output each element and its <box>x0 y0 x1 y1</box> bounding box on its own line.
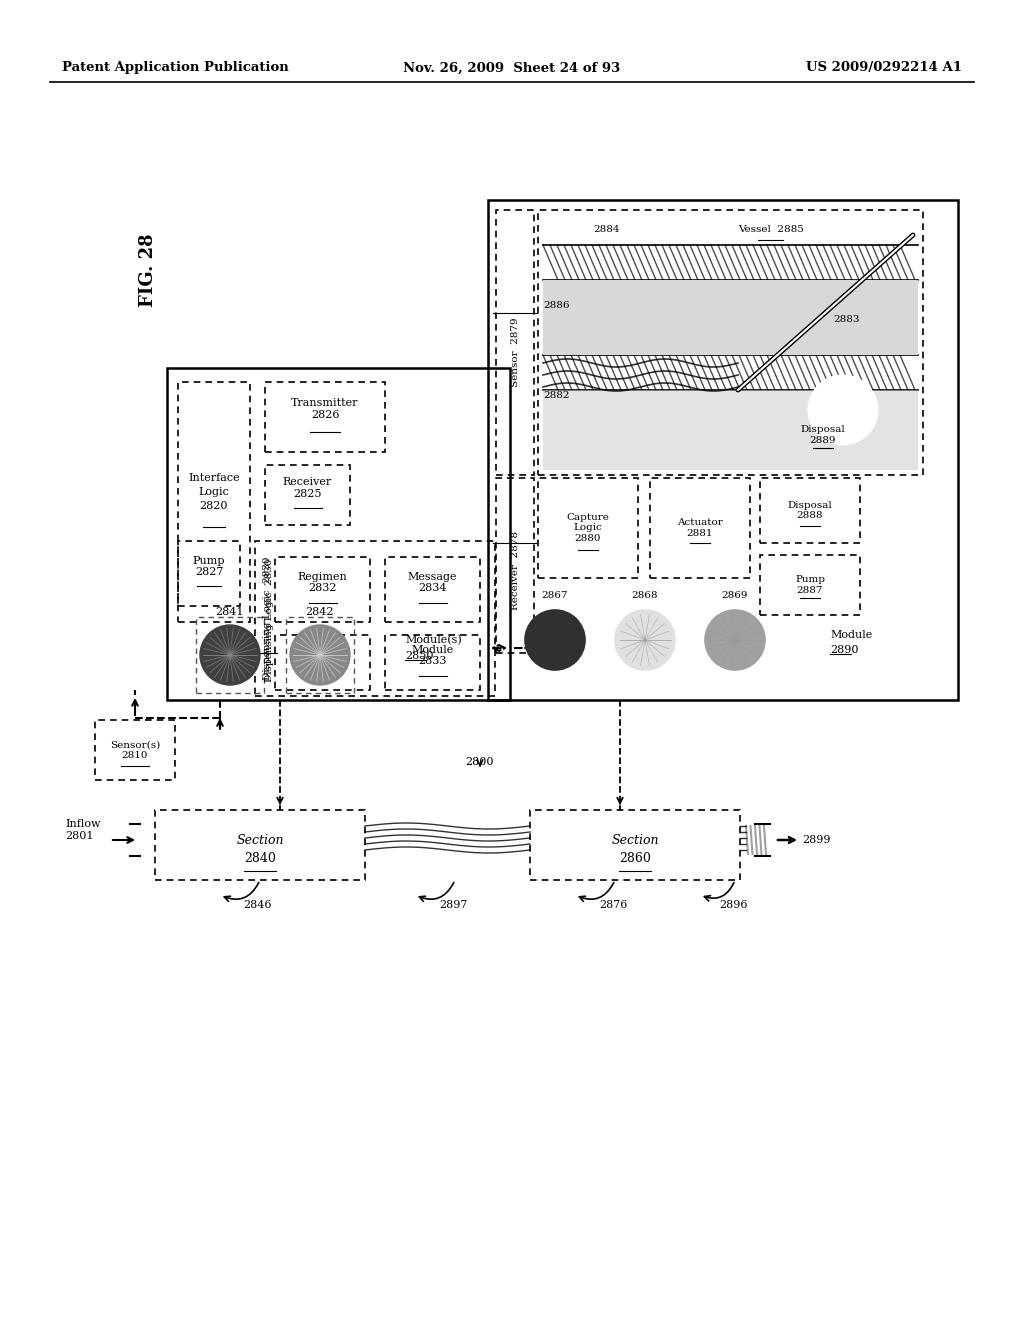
Text: 2869: 2869 <box>722 591 749 601</box>
Text: 2842: 2842 <box>306 607 334 616</box>
Text: Nov. 26, 2009  Sheet 24 of 93: Nov. 26, 2009 Sheet 24 of 93 <box>403 62 621 74</box>
Bar <box>178 381 250 622</box>
Bar <box>178 541 240 606</box>
Bar <box>496 478 534 653</box>
Text: Disposal
2888: Disposal 2888 <box>787 500 833 520</box>
Bar <box>155 810 365 880</box>
Text: Vessel  2885: Vessel 2885 <box>738 224 804 234</box>
Text: 2850: 2850 <box>406 651 433 661</box>
Text: Receiver
2825: Receiver 2825 <box>283 478 332 499</box>
Bar <box>385 635 480 690</box>
Text: Module: Module <box>830 630 872 640</box>
Bar <box>538 478 638 578</box>
Bar <box>538 210 923 475</box>
Text: Message
2834: Message 2834 <box>408 572 458 593</box>
Text: Pump
2827: Pump 2827 <box>193 556 225 577</box>
Bar <box>265 465 350 525</box>
Text: 2876: 2876 <box>599 900 627 909</box>
Circle shape <box>808 375 878 445</box>
Text: 2868: 2868 <box>632 591 658 601</box>
Bar <box>760 478 860 543</box>
Text: FIG. 28: FIG. 28 <box>139 234 157 306</box>
Bar <box>488 201 958 700</box>
Text: Transmitter
2826: Transmitter 2826 <box>291 399 358 420</box>
Text: US 2009/0292214 A1: US 2009/0292214 A1 <box>806 62 962 74</box>
Text: Dispensing Logic  2830: Dispensing Logic 2830 <box>262 557 271 680</box>
Text: 2896: 2896 <box>719 900 748 909</box>
Circle shape <box>705 610 765 671</box>
Text: Receiver  2878: Receiver 2878 <box>511 531 519 610</box>
Bar <box>275 635 370 690</box>
Text: Regimen
2832: Regimen 2832 <box>298 572 347 593</box>
Bar <box>255 541 495 696</box>
Text: Actuator
2881: Actuator 2881 <box>677 519 723 537</box>
Bar <box>760 554 860 615</box>
Bar <box>650 478 750 578</box>
Circle shape <box>615 610 675 671</box>
Circle shape <box>290 624 350 685</box>
Bar <box>275 557 370 622</box>
Text: Patent Application Publication: Patent Application Publication <box>62 62 289 74</box>
Text: 2897: 2897 <box>439 900 467 909</box>
Text: 2800: 2800 <box>466 756 495 767</box>
Text: Section: Section <box>237 833 284 846</box>
Text: 2886: 2886 <box>543 301 569 309</box>
Bar <box>167 368 510 700</box>
Bar <box>385 557 480 622</box>
Text: 2860: 2860 <box>620 853 651 866</box>
Bar <box>543 389 918 470</box>
Text: Port
Control
2831: Port Control 2831 <box>302 640 342 669</box>
Bar <box>196 616 264 693</box>
Bar <box>265 381 385 451</box>
Text: Inflow
2801: Inflow 2801 <box>65 820 100 841</box>
Text: 2884: 2884 <box>593 224 620 234</box>
Text: Module(s): Module(s) <box>406 635 462 645</box>
Bar <box>543 280 918 355</box>
Text: Pump
2887: Pump 2887 <box>795 576 825 595</box>
Text: 2882: 2882 <box>543 391 569 400</box>
Text: 2883: 2883 <box>833 315 859 325</box>
Text: 2899: 2899 <box>802 836 830 845</box>
Bar <box>496 210 534 475</box>
Text: 2890: 2890 <box>830 645 858 655</box>
Circle shape <box>200 624 260 685</box>
Text: Section: Section <box>611 833 658 846</box>
Text: Interface
Logic
2820: Interface Logic 2820 <box>188 473 240 511</box>
Bar <box>530 810 740 880</box>
Text: Capture
Logic
2880: Capture Logic 2880 <box>566 513 609 543</box>
Text: Sensor(s)
2810: Sensor(s) 2810 <box>110 741 160 760</box>
Circle shape <box>525 610 585 671</box>
Text: 2841: 2841 <box>216 607 245 616</box>
Text: 2840: 2840 <box>244 853 275 866</box>
Bar <box>95 719 175 780</box>
Text: 2846: 2846 <box>244 900 272 909</box>
Text: 2867: 2867 <box>542 591 568 601</box>
Text: Disposal
2889: Disposal 2889 <box>801 425 846 445</box>
Text: Sensor  2879: Sensor 2879 <box>511 318 519 387</box>
Text: Dispensing Logic  2830: Dispensing Logic 2830 <box>265 558 274 682</box>
Text: Module
2833: Module 2833 <box>412 644 454 667</box>
Bar <box>286 616 354 693</box>
